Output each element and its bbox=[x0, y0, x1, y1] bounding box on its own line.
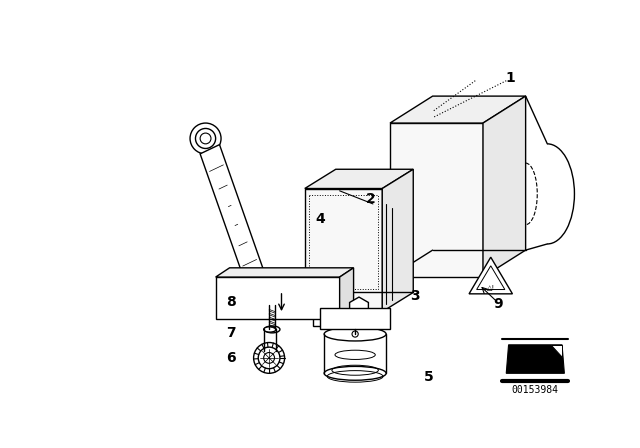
Text: 8: 8 bbox=[227, 295, 236, 309]
Polygon shape bbox=[483, 96, 525, 277]
Polygon shape bbox=[340, 310, 353, 319]
Circle shape bbox=[349, 313, 362, 325]
Text: 9: 9 bbox=[493, 297, 503, 311]
Circle shape bbox=[195, 129, 216, 148]
Polygon shape bbox=[469, 257, 513, 294]
Text: △!: △! bbox=[486, 284, 495, 290]
Polygon shape bbox=[551, 345, 562, 357]
Polygon shape bbox=[312, 312, 328, 326]
Circle shape bbox=[428, 134, 445, 151]
Circle shape bbox=[368, 313, 381, 325]
Circle shape bbox=[450, 162, 467, 179]
Text: 3: 3 bbox=[410, 289, 420, 303]
Circle shape bbox=[450, 208, 467, 225]
Circle shape bbox=[451, 185, 468, 202]
Circle shape bbox=[404, 138, 422, 155]
Text: 5: 5 bbox=[424, 370, 434, 384]
Text: 1: 1 bbox=[505, 71, 515, 86]
Circle shape bbox=[426, 182, 444, 199]
Circle shape bbox=[352, 331, 358, 337]
Circle shape bbox=[403, 184, 420, 201]
Ellipse shape bbox=[264, 348, 276, 353]
Polygon shape bbox=[390, 96, 525, 123]
Circle shape bbox=[428, 206, 445, 222]
Ellipse shape bbox=[324, 327, 386, 341]
Ellipse shape bbox=[264, 326, 280, 333]
Polygon shape bbox=[200, 145, 266, 286]
Polygon shape bbox=[390, 123, 483, 277]
Circle shape bbox=[401, 161, 418, 178]
Polygon shape bbox=[349, 297, 369, 319]
Ellipse shape bbox=[324, 366, 386, 380]
Circle shape bbox=[224, 291, 246, 313]
Text: 00153984: 00153984 bbox=[511, 385, 559, 395]
Polygon shape bbox=[382, 169, 413, 312]
Circle shape bbox=[330, 313, 342, 325]
Polygon shape bbox=[320, 308, 390, 329]
Polygon shape bbox=[216, 277, 340, 319]
Circle shape bbox=[253, 343, 285, 373]
Text: 2: 2 bbox=[365, 192, 376, 206]
Circle shape bbox=[190, 123, 221, 154]
Ellipse shape bbox=[264, 327, 276, 332]
Circle shape bbox=[404, 207, 422, 224]
Ellipse shape bbox=[261, 296, 283, 305]
Text: 6: 6 bbox=[227, 351, 236, 365]
Text: 4: 4 bbox=[316, 212, 325, 226]
Circle shape bbox=[424, 159, 441, 176]
Circle shape bbox=[259, 347, 280, 369]
Text: 7: 7 bbox=[227, 326, 236, 340]
Polygon shape bbox=[506, 345, 564, 373]
Polygon shape bbox=[305, 189, 382, 312]
Polygon shape bbox=[305, 169, 413, 189]
Polygon shape bbox=[340, 268, 353, 319]
Circle shape bbox=[451, 136, 468, 153]
Polygon shape bbox=[216, 268, 353, 277]
